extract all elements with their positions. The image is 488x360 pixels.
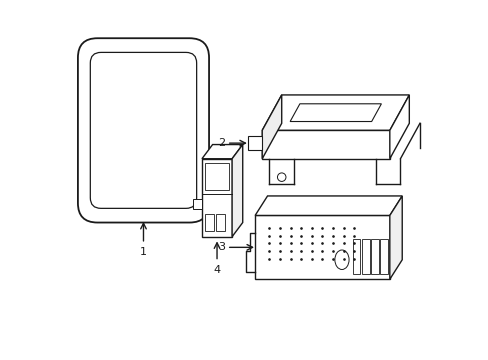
Polygon shape [262, 95, 281, 159]
Polygon shape [262, 130, 389, 159]
Bar [216, 214, 225, 231]
Polygon shape [202, 159, 232, 237]
Polygon shape [255, 215, 389, 279]
Polygon shape [232, 145, 242, 237]
Bar [247, 136, 262, 150]
Ellipse shape [334, 250, 348, 270]
Text: 1: 1 [140, 247, 147, 257]
Polygon shape [255, 196, 402, 215]
Circle shape [277, 173, 285, 181]
Bar [204, 214, 213, 231]
Bar [193, 199, 202, 210]
Bar [204, 163, 229, 190]
FancyBboxPatch shape [90, 53, 196, 208]
Polygon shape [202, 145, 242, 159]
Bar [380, 239, 387, 274]
Polygon shape [389, 196, 402, 279]
Polygon shape [262, 95, 408, 130]
Text: 3: 3 [218, 242, 224, 252]
Text: 2: 2 [218, 138, 224, 148]
Bar [361, 239, 369, 274]
Bar [352, 239, 360, 274]
Polygon shape [389, 95, 408, 159]
Bar [370, 239, 378, 274]
Polygon shape [289, 104, 381, 122]
FancyBboxPatch shape [78, 38, 209, 222]
Text: 4: 4 [213, 265, 220, 275]
